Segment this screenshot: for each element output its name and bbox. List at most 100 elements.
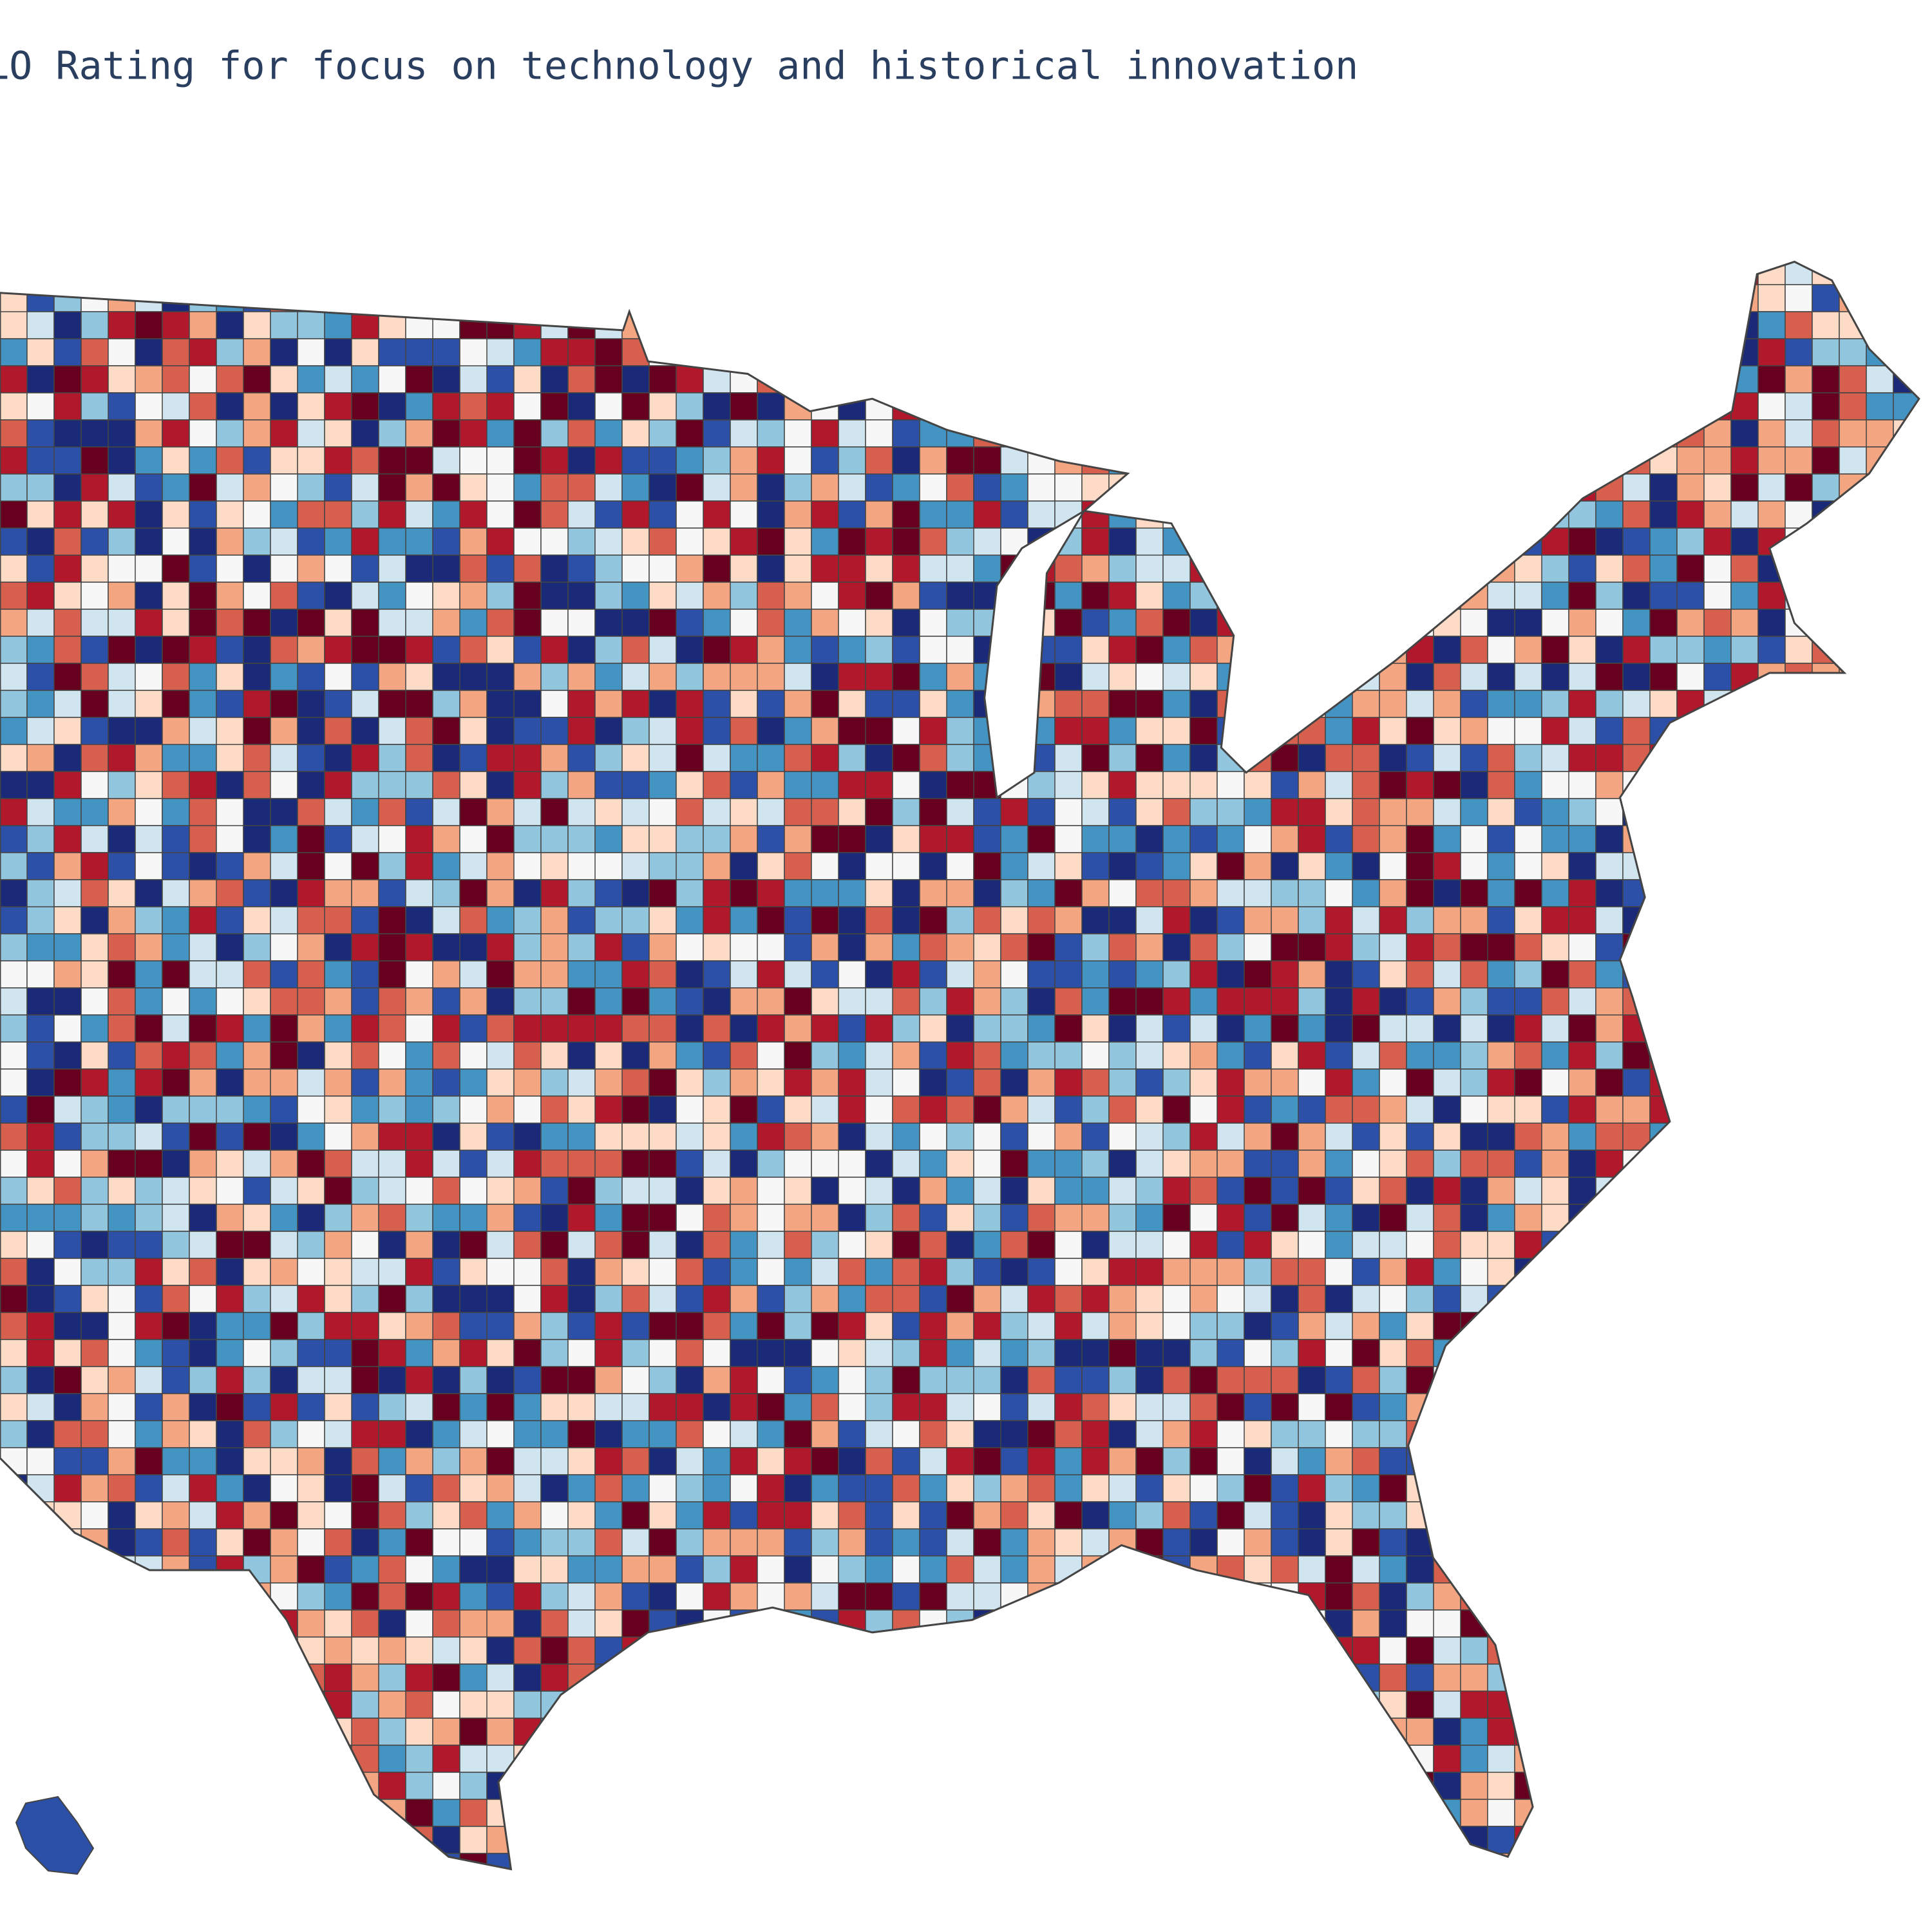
county	[1135, 284, 1164, 312]
county	[162, 1636, 190, 1665]
county	[730, 582, 758, 610]
county	[1352, 261, 1380, 285]
county	[703, 636, 731, 664]
county	[1108, 1690, 1164, 1719]
county	[1866, 1014, 1894, 1043]
county	[540, 392, 569, 421]
county	[1541, 1826, 1569, 1854]
county	[1108, 1826, 1137, 1854]
county	[1000, 609, 1028, 637]
county	[1352, 1745, 1380, 1773]
county	[1162, 365, 1218, 393]
county	[1325, 311, 1353, 339]
county	[1352, 338, 1407, 366]
county	[1054, 1366, 1083, 1394]
county	[621, 1826, 677, 1854]
county	[1298, 663, 1326, 691]
county	[1379, 1501, 1407, 1530]
county	[1244, 1528, 1272, 1557]
county	[703, 1582, 731, 1611]
county	[189, 582, 217, 610]
county	[405, 609, 433, 637]
county	[1379, 1014, 1407, 1043]
county	[486, 1258, 515, 1286]
county	[243, 1799, 271, 1827]
county	[594, 1853, 623, 1870]
county	[973, 1474, 1001, 1502]
county	[1541, 1014, 1569, 1043]
county	[1162, 1636, 1191, 1665]
county	[946, 1826, 974, 1854]
county	[135, 663, 163, 691]
county	[1108, 609, 1137, 637]
county	[1108, 1231, 1137, 1259]
county	[567, 392, 596, 421]
county	[53, 825, 82, 853]
county	[1189, 609, 1218, 637]
county	[26, 1745, 82, 1773]
county	[1460, 284, 1515, 339]
county	[1757, 636, 1786, 664]
county	[1460, 1447, 1488, 1475]
county	[594, 1718, 623, 1746]
county	[1730, 609, 1759, 637]
hawaii	[15, 1795, 95, 1875]
county	[1568, 1312, 1624, 1340]
county	[1649, 1014, 1678, 1043]
county	[1757, 1636, 1786, 1665]
county	[80, 960, 109, 989]
county	[1108, 1095, 1137, 1124]
county	[1676, 261, 1705, 285]
county	[270, 1582, 298, 1611]
county	[1893, 1122, 1919, 1151]
county	[1785, 261, 1813, 285]
county	[1514, 906, 1542, 934]
county	[108, 960, 136, 989]
county	[730, 1799, 758, 1827]
county	[1298, 1150, 1326, 1178]
county	[1027, 1177, 1056, 1205]
county	[1487, 1582, 1515, 1638]
county	[1298, 1718, 1326, 1746]
county	[1893, 1799, 1919, 1827]
county	[1649, 1366, 1678, 1394]
county	[730, 1690, 758, 1719]
county	[1541, 1690, 1569, 1719]
county	[1812, 1258, 1867, 1286]
county	[1839, 1339, 1867, 1367]
county	[1812, 960, 1840, 989]
county	[567, 1366, 596, 1394]
county	[730, 1474, 758, 1502]
county	[1189, 717, 1218, 745]
county	[1298, 1826, 1353, 1854]
county	[26, 1041, 55, 1070]
county	[1027, 1393, 1056, 1421]
county	[1595, 1718, 1624, 1746]
county	[1325, 1204, 1353, 1232]
county	[1757, 1285, 1786, 1313]
county	[1081, 960, 1110, 989]
county	[26, 1068, 55, 1097]
county	[216, 960, 244, 989]
county	[1189, 1690, 1245, 1719]
county	[270, 1285, 298, 1313]
county	[676, 527, 704, 556]
county	[108, 1177, 136, 1205]
county	[432, 284, 460, 312]
county	[378, 338, 406, 366]
county	[1839, 473, 1894, 502]
county	[1676, 1068, 1705, 1097]
county	[865, 663, 893, 691]
county	[1595, 1122, 1624, 1151]
county	[1893, 906, 1919, 934]
county	[1162, 1528, 1191, 1557]
county	[1622, 609, 1651, 637]
county	[1298, 636, 1326, 664]
county	[243, 1014, 271, 1043]
county	[892, 1420, 920, 1448]
county	[919, 261, 974, 285]
county	[1812, 1150, 1840, 1178]
county	[108, 609, 136, 637]
county	[1406, 473, 1434, 502]
county	[1622, 771, 1651, 799]
